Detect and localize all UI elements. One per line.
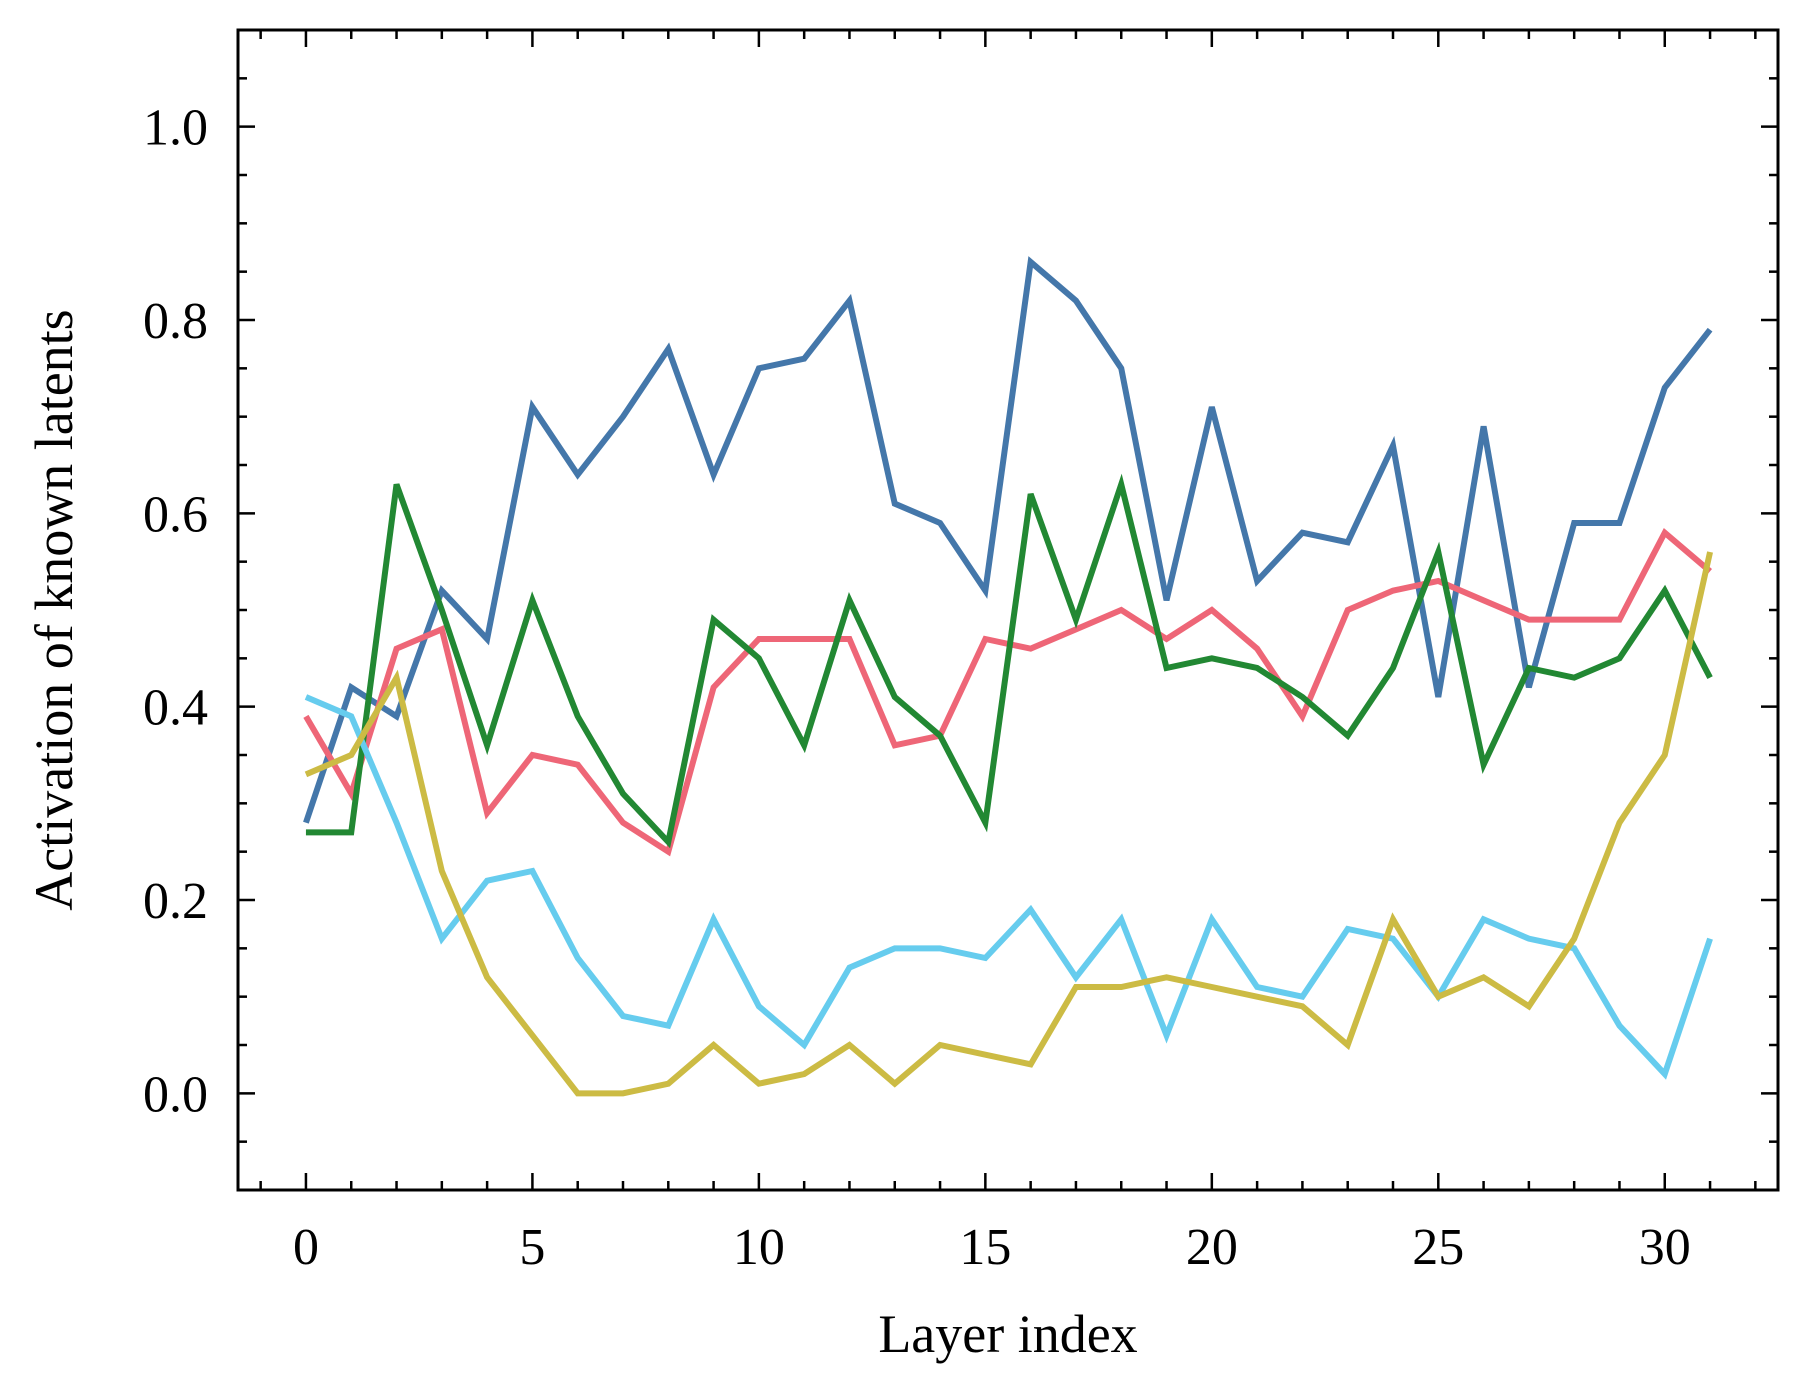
x-tick-label: 5 xyxy=(519,1219,545,1276)
plot-frame xyxy=(236,28,1780,1192)
series-line-cyan xyxy=(304,694,1713,1080)
x-tick-label: 0 xyxy=(293,1219,319,1276)
x-tick-label: 25 xyxy=(1412,1219,1464,1276)
x-tick-label: 20 xyxy=(1186,1219,1238,1276)
y-tick-label: 1.0 xyxy=(143,100,208,157)
y-tick-label: 0.0 xyxy=(143,1066,208,1123)
y-tick-label: 0.2 xyxy=(143,873,208,930)
y-tick-label: 0.4 xyxy=(143,680,208,737)
series-line-blue xyxy=(303,256,1713,824)
x-tick-label: 30 xyxy=(1639,1219,1691,1276)
tick-labels: 0 5 10 15 20 25 30 0.0 0.2 0.4 0.6 0.8 1.0 xyxy=(143,100,1691,1276)
y-tick-label: 0.8 xyxy=(143,293,208,350)
series-line-green xyxy=(305,473,1713,849)
series-layer xyxy=(303,256,1713,1097)
y-tick-label: 0.6 xyxy=(143,486,208,543)
y-axis-title: Activation of known latents xyxy=(24,309,84,910)
x-axis-title: Layer index xyxy=(878,1304,1137,1364)
x-tick-label: 15 xyxy=(959,1219,1011,1276)
x-tick-label: 10 xyxy=(733,1219,785,1276)
series-line-yellow xyxy=(304,551,1713,1097)
